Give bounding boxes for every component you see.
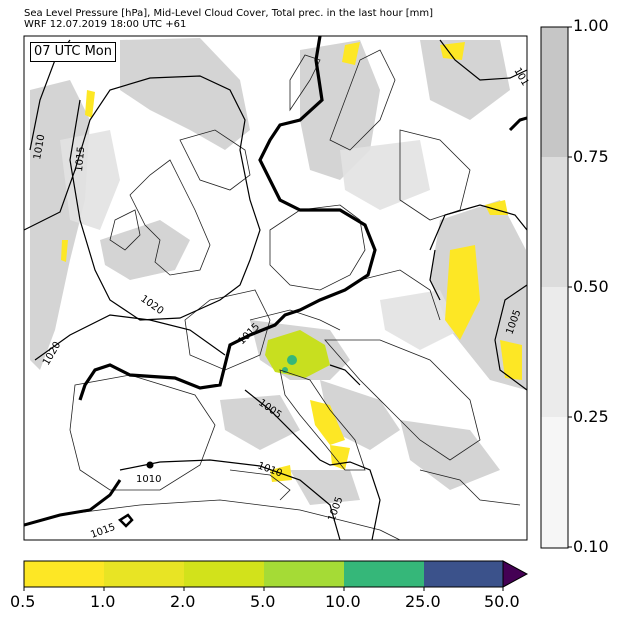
coastlines-layer (59, 49, 521, 540)
precip-tick-label: 2.0 (170, 592, 196, 611)
precip-segment (424, 561, 503, 587)
precip-segment (24, 561, 104, 587)
precip-tick-label: 1.0 (90, 592, 116, 611)
precip-tick-label: 0.5 (10, 592, 36, 611)
precip-segment (184, 561, 264, 587)
precip-colorbar (23, 560, 529, 591)
map-title: Sea Level Pressure [hPa], Mid-Level Clou… (24, 8, 434, 19)
isobars-layer (24, 36, 527, 540)
cloud-cover-segment (541, 417, 568, 548)
cloud-cover-segment (541, 27, 568, 157)
precip-extend-arrow (502, 560, 529, 588)
cloud-cover-segment (541, 287, 568, 417)
run-info: WRF 12.07.2019 18:00 UTC +61 (24, 19, 187, 30)
cloud-cover-colorbar (540, 26, 572, 549)
precip-tick-label: 25.0 (405, 592, 441, 611)
cloud-cover-segment (541, 157, 568, 287)
map-frame (23, 35, 528, 541)
precip-tick-label: 50.0 (484, 592, 520, 611)
isobar-label: 1015 (74, 146, 87, 172)
isobar-label: 1010 (136, 474, 161, 485)
cloud-tick-label: 0.50 (573, 277, 609, 296)
precip-tick-label: 5.0 (250, 592, 276, 611)
precip-segment (264, 561, 344, 587)
valid-time-label: 07 UTC Mon (30, 42, 116, 62)
cloud-tick-label: 0.75 (573, 147, 609, 166)
isobar-label: 1010 (32, 134, 47, 161)
cloud-tick-label: 0.10 (573, 537, 609, 556)
cloud-tick-label: 0.25 (573, 407, 609, 426)
cloud-tick-label: 1.00 (573, 16, 609, 35)
precip-segment (344, 561, 424, 587)
precip-tick-label: 10.0 (325, 592, 361, 611)
precip-segment (104, 561, 184, 587)
